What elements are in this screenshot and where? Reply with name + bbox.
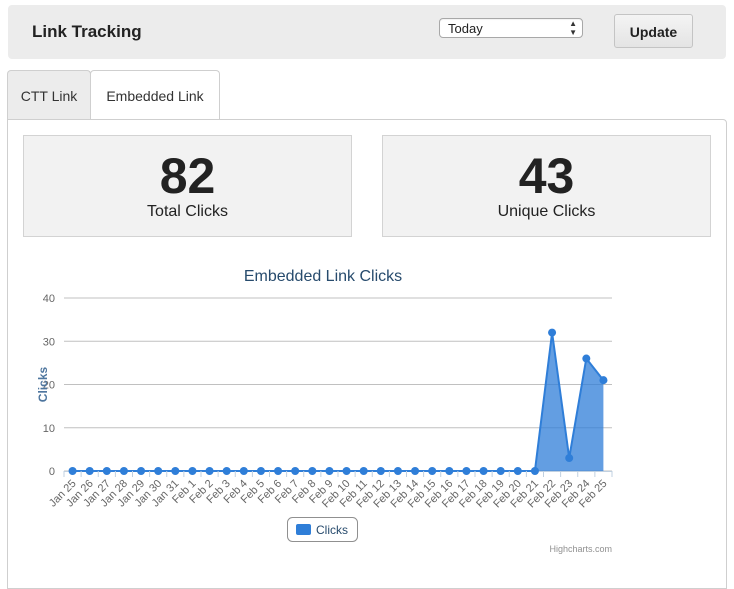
tab-embedded-link[interactable]: Embedded Link: [90, 70, 220, 120]
data-point: [411, 467, 420, 475]
total-clicks-card: 82 Total Clicks: [23, 135, 352, 237]
data-point: [119, 467, 128, 475]
data-point: [102, 467, 111, 475]
data-point: [496, 467, 505, 475]
data-point: [68, 467, 77, 475]
data-point: [428, 467, 437, 475]
y-tick-label: 10: [43, 423, 55, 435]
chart-credit: Highcharts.com: [549, 544, 612, 554]
legend-box: [287, 517, 358, 542]
total-clicks-value: 82: [159, 148, 216, 204]
data-point: [188, 467, 197, 475]
total-clicks-label: Total Clicks: [147, 203, 228, 220]
data-point: [222, 467, 231, 475]
data-point: [85, 467, 94, 475]
data-point: [154, 467, 163, 475]
legend-swatch: [296, 524, 311, 535]
data-point: [445, 467, 454, 475]
series-clicks-area: [72, 332, 604, 471]
data-point: [325, 467, 334, 475]
clicks-chart: Embedded Link Clicks 0 10 20 30 40 Clicks Jan 2…: [23, 255, 623, 560]
data-point: [171, 467, 180, 475]
data-point: [291, 467, 300, 475]
data-point: [137, 467, 146, 475]
data-point: [513, 467, 522, 475]
y-tick-label: 40: [43, 293, 55, 305]
date-range-select[interactable]: Today ▲ ▼: [439, 18, 583, 38]
unique-clicks-label: Unique Clicks: [497, 203, 596, 220]
unique-clicks-value: 43: [518, 148, 575, 204]
data-point: [205, 467, 214, 475]
data-point: [376, 467, 385, 475]
y-tick-label: 30: [43, 336, 55, 348]
update-button[interactable]: Update: [614, 14, 693, 48]
data-point: [479, 467, 488, 475]
data-point: [308, 467, 317, 475]
page-title: Link Tracking: [32, 22, 142, 41]
chart-title: Embedded Link Clicks: [244, 268, 402, 285]
y-tick-label: 20: [43, 380, 55, 392]
data-point: [274, 467, 283, 475]
data-point: [462, 467, 471, 475]
y-tick-label: 0: [49, 466, 55, 478]
data-point: [530, 467, 539, 475]
data-point: [342, 467, 351, 475]
header-bar: Link Tracking Today ▲ ▼ Update: [8, 5, 726, 59]
legend-item-clicks: Clicks: [316, 523, 348, 537]
date-range-value: Today: [448, 21, 483, 36]
data-point: [565, 454, 574, 463]
data-point: [582, 354, 591, 363]
data-point: [599, 376, 608, 385]
select-arrows-icon: ▲ ▼: [569, 19, 577, 37]
data-point: [256, 467, 265, 475]
data-point: [548, 328, 557, 337]
data-point: [359, 467, 368, 475]
tab-ctt-link[interactable]: CTT Link: [7, 70, 91, 120]
data-point: [393, 467, 402, 475]
y-axis-label: Clicks: [36, 366, 50, 402]
unique-clicks-card: 43 Unique Clicks: [382, 135, 711, 237]
data-point: [239, 467, 248, 475]
series-clicks-line: [72, 332, 605, 472]
